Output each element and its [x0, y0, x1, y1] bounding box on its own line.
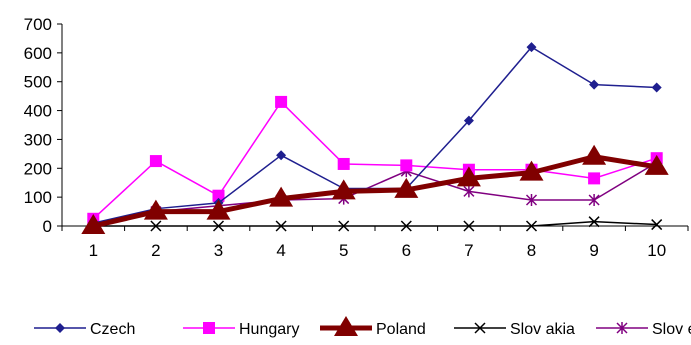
legend-item-czech: Czech [34, 321, 135, 338]
legend-marker-hungary [203, 322, 215, 334]
legend-label: Hungary [239, 321, 299, 338]
data-point-czech [652, 82, 662, 92]
x-axis-ticks: 1 2 3 4 5 6 7 8 9 10 [62, 226, 688, 260]
series-poland [81, 145, 668, 234]
legend: Czech Hungary Poland Slov akia Slov enia [34, 316, 691, 338]
x-tick-label: 7 [464, 241, 473, 260]
x-tick-label: 3 [214, 241, 223, 260]
data-point-hungary [588, 172, 600, 184]
data-point-poland [582, 145, 606, 165]
y-tick-label: 500 [24, 73, 52, 92]
y-tick-label: 700 [24, 15, 52, 34]
x-tick-label: 2 [151, 241, 160, 260]
legend-item-slovakia: Slov akia [454, 321, 575, 338]
data-point-hungary [275, 96, 287, 108]
series-line-czech [93, 47, 656, 223]
data-point-hungary [150, 155, 162, 167]
series-line-poland [93, 157, 656, 226]
legend-item-hungary: Hungary [183, 321, 299, 338]
legend-label: Slov akia [510, 321, 575, 338]
legend-item-poland: Poland [320, 316, 426, 338]
legend-label: Czech [90, 321, 135, 338]
y-axis-ticks: 0 100 200 300 400 500 600 700 [24, 15, 62, 236]
y-tick-label: 0 [43, 217, 52, 236]
legend-marker-czech [55, 323, 65, 333]
x-tick-label: 9 [589, 241, 598, 260]
data-point-hungary [338, 158, 350, 170]
x-tick-label: 5 [339, 241, 348, 260]
y-tick-label: 600 [24, 44, 52, 63]
y-tick-label: 200 [24, 159, 52, 178]
data-point-czech [589, 80, 599, 90]
x-tick-label: 8 [527, 241, 536, 260]
legend-label: Slov enia [652, 321, 691, 338]
series-line-slovakia [93, 222, 656, 226]
legend-item-slovenia: Slov enia [596, 321, 691, 338]
y-tick-label: 400 [24, 102, 52, 121]
x-tick-label: 6 [402, 241, 411, 260]
y-tick-label: 300 [24, 130, 52, 149]
x-tick-label: 1 [89, 241, 98, 260]
series-layer [81, 42, 668, 234]
legend-label: Poland [376, 321, 426, 338]
y-tick-label: 100 [24, 188, 52, 207]
x-tick-label: 10 [647, 241, 666, 260]
data-point-hungary [400, 159, 412, 171]
x-tick-label: 4 [276, 241, 285, 260]
